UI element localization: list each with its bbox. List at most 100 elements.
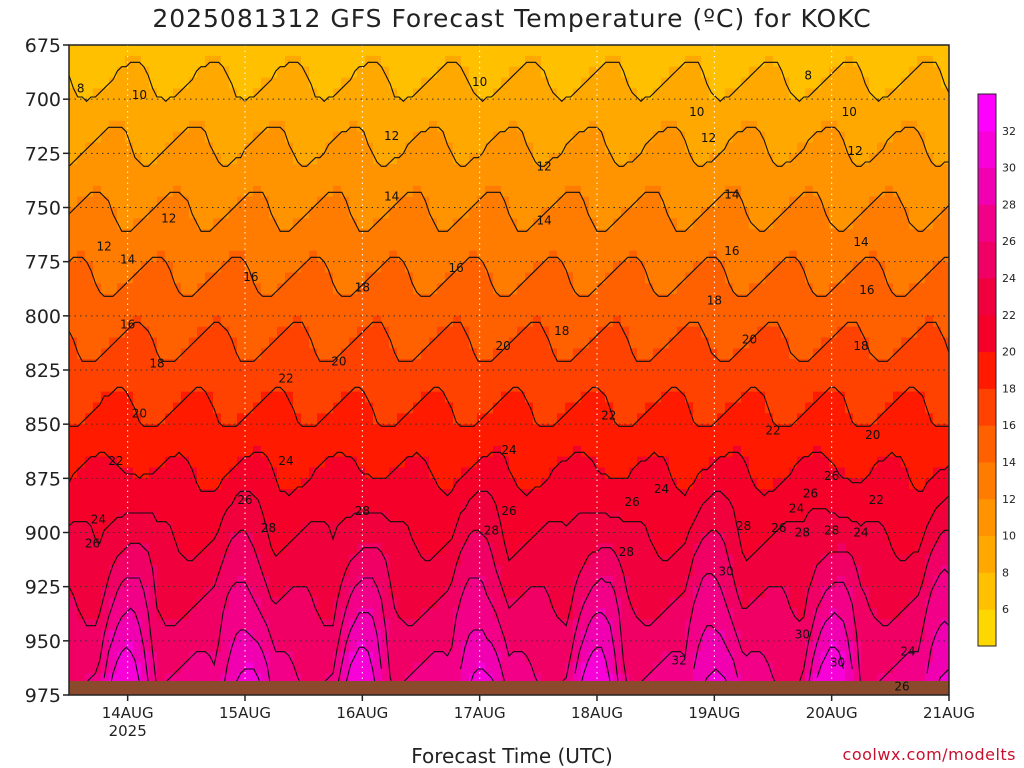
heat-cell: [389, 142, 398, 154]
heat-cell: [501, 500, 510, 512]
heat-cell: [485, 142, 494, 154]
heat-cell: [653, 337, 662, 349]
heat-cell: [509, 66, 518, 79]
heat-cell: [677, 315, 686, 328]
heat-cell: [245, 326, 254, 339]
heat-cell: [621, 445, 630, 458]
heat-cell: [205, 402, 214, 414]
heat-cell: [325, 608, 334, 620]
heat-cell: [397, 500, 406, 512]
heat-cell: [669, 402, 678, 414]
heat-cell: [541, 424, 550, 436]
heat-cell: [693, 445, 702, 458]
heat-cell: [493, 402, 502, 414]
heat-cell: [581, 348, 590, 360]
heat-cell: [517, 359, 526, 371]
heat-cell: [213, 651, 222, 664]
heat-cell: [629, 510, 638, 523]
heat-cell: [229, 66, 238, 79]
heat-cell: [573, 77, 582, 89]
heat-cell: [533, 380, 542, 393]
heat-cell: [285, 445, 294, 458]
heat-cell: [253, 597, 262, 609]
heat-cell: [285, 294, 294, 306]
heat-cell: [485, 521, 494, 534]
heat-cell: [197, 196, 206, 209]
heat-cell: [701, 456, 710, 469]
heat-cell: [253, 630, 262, 642]
heat-cell: [93, 240, 102, 252]
heat-cell: [189, 370, 198, 382]
heat-cell: [629, 532, 638, 544]
heat-cell: [501, 424, 510, 436]
heat-cell: [573, 110, 582, 122]
heat-cell: [661, 597, 670, 609]
heat-cell: [109, 673, 118, 685]
heat-cell: [157, 554, 166, 566]
heat-cell: [349, 240, 358, 252]
heat-cell: [645, 175, 654, 187]
heat-cell: [661, 413, 670, 425]
heat-cell: [133, 272, 142, 284]
heat-cell: [141, 305, 150, 317]
heat-cell: [285, 640, 294, 653]
heat-cell: [133, 164, 142, 176]
heat-cell: [365, 99, 374, 111]
heat-cell: [381, 153, 390, 165]
heat-cell: [501, 315, 510, 328]
heat-cell: [469, 380, 478, 393]
heat-cell: [461, 597, 470, 609]
heat-cell: [477, 467, 486, 479]
heat-cell: [557, 88, 566, 100]
heat-cell: [541, 55, 550, 68]
heat-cell: [629, 229, 638, 241]
heat-cell: [485, 435, 494, 447]
heat-cell: [701, 315, 710, 328]
heat-cell: [469, 608, 478, 620]
heat-cell: [509, 348, 518, 360]
heat-cell: [661, 445, 670, 458]
heat-cell: [269, 250, 278, 263]
heat-cell: [109, 565, 118, 577]
heat-cell: [133, 326, 142, 339]
heat-cell: [501, 218, 510, 230]
heat-cell: [629, 662, 638, 674]
heat-cell: [565, 229, 574, 241]
heat-cell: [693, 326, 702, 339]
heat-cell: [253, 229, 262, 241]
heat-cell: [333, 326, 342, 339]
heat-cell: [269, 153, 278, 165]
heat-cell: [109, 575, 118, 588]
heat-cell: [685, 348, 694, 360]
heat-cell: [581, 391, 590, 404]
heat-cell: [133, 77, 142, 89]
heat-cell: [221, 424, 230, 436]
heat-cell: [677, 66, 686, 79]
heat-cell: [573, 608, 582, 620]
heat-cell: [205, 608, 214, 620]
heat-cell: [541, 250, 550, 263]
heat-cell: [269, 261, 278, 274]
heat-cell: [141, 424, 150, 436]
heat-cell: [109, 370, 118, 382]
heat-cell: [245, 66, 254, 79]
heat-cell: [133, 489, 142, 501]
heat-cell: [429, 120, 438, 133]
heat-cell: [429, 673, 438, 685]
heat-cell: [477, 478, 486, 490]
heat-cell: [253, 185, 262, 198]
heat-cell: [485, 175, 494, 187]
heat-cell: [389, 229, 398, 241]
heat-cell: [381, 131, 390, 144]
heat-cell: [605, 554, 614, 566]
heat-cell: [189, 261, 198, 274]
heat-cell: [229, 229, 238, 241]
heat-cell: [637, 619, 646, 631]
heat-cell: [77, 88, 86, 100]
heat-cell: [245, 88, 254, 100]
heat-cell: [733, 88, 742, 100]
heat-cell: [549, 424, 558, 436]
heat-cell: [341, 467, 350, 479]
heat-cell: [389, 120, 398, 133]
heat-cell: [477, 424, 486, 436]
